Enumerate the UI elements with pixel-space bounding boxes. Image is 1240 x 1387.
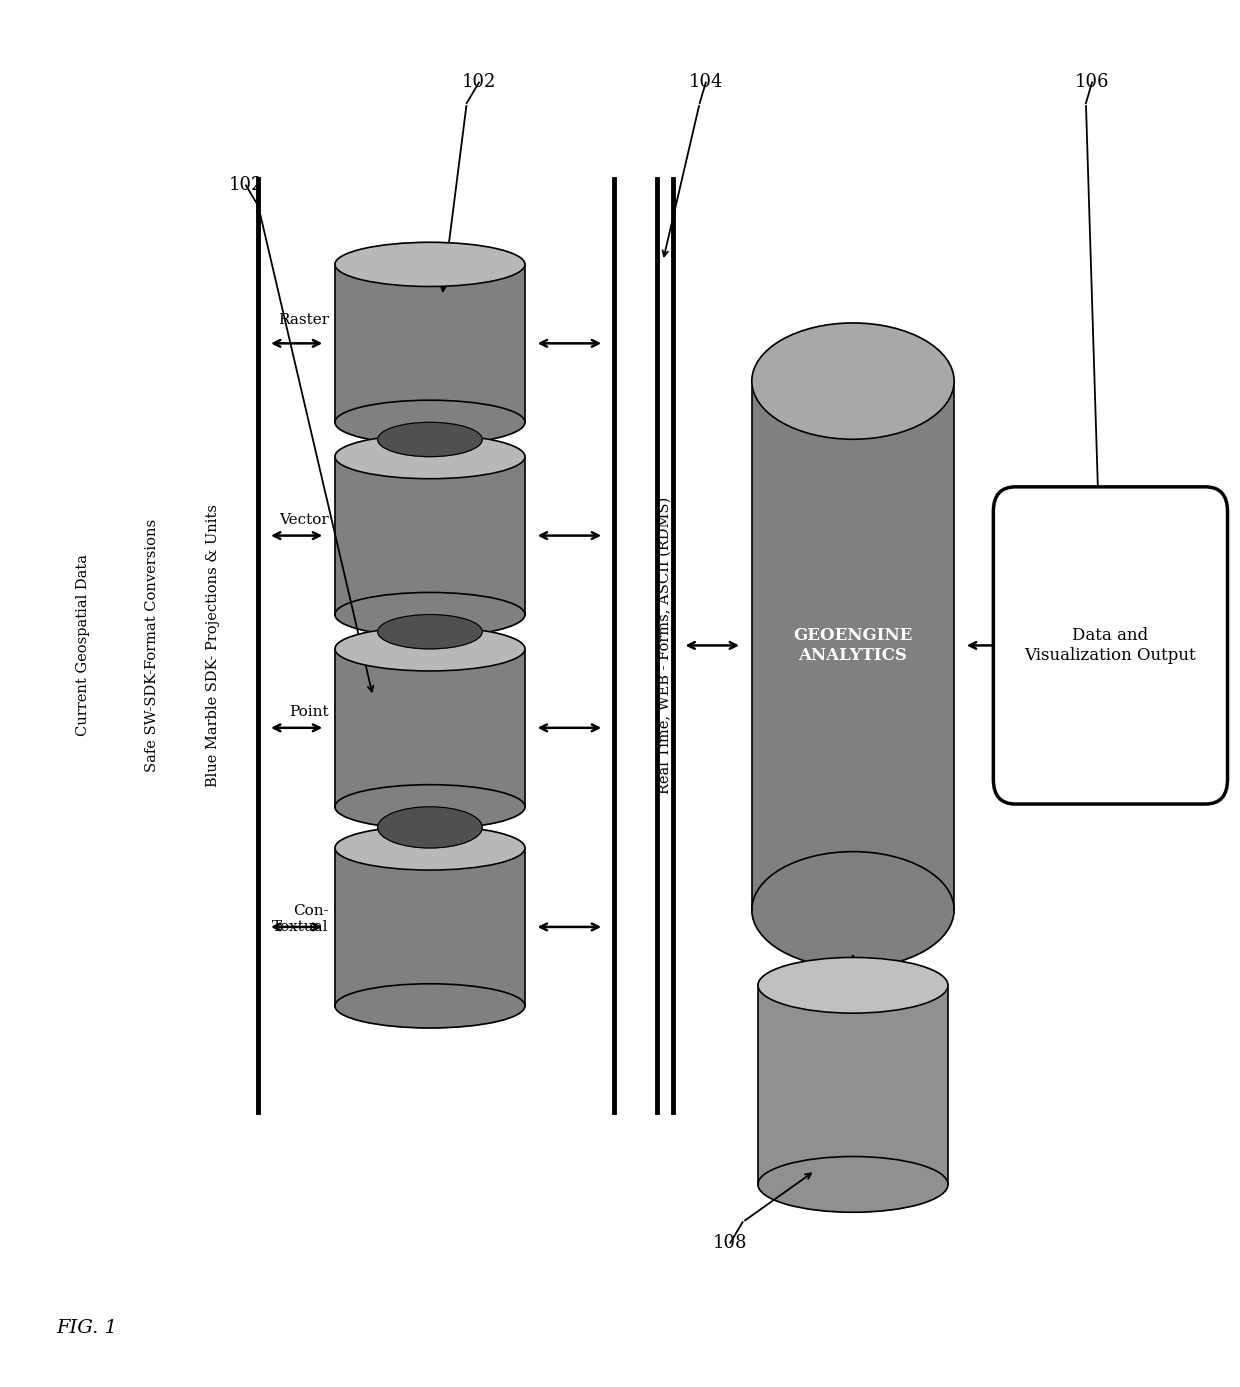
Text: 108: 108 (713, 1234, 748, 1251)
Ellipse shape (751, 852, 954, 968)
Ellipse shape (378, 807, 482, 847)
Text: 104: 104 (688, 74, 723, 92)
Text: 106: 106 (1075, 74, 1110, 92)
Ellipse shape (758, 1157, 949, 1212)
Text: GEOENGINE
ANALYTICS: GEOENGINE ANALYTICS (794, 627, 913, 664)
Text: Blue Marble SDK- Projections & Units: Blue Marble SDK- Projections & Units (206, 503, 219, 786)
Ellipse shape (378, 422, 482, 456)
Ellipse shape (335, 785, 525, 829)
Text: Safe SW-SDK-Format Conversions: Safe SW-SDK-Format Conversions (145, 519, 159, 773)
Ellipse shape (335, 434, 525, 479)
Bar (335, 456, 525, 614)
Text: Con-
Textual: Con- Textual (273, 904, 329, 933)
Text: Point: Point (289, 705, 329, 718)
Ellipse shape (335, 627, 525, 671)
Text: Real Time, WEB - Forms, ASCII (RDMS): Real Time, WEB - Forms, ASCII (RDMS) (657, 497, 672, 795)
Text: FIG. 1: FIG. 1 (56, 1319, 117, 1337)
Ellipse shape (378, 614, 482, 649)
Ellipse shape (751, 323, 954, 440)
Text: Vector: Vector (279, 513, 329, 527)
Ellipse shape (335, 401, 525, 444)
Ellipse shape (335, 592, 525, 637)
Bar (335, 649, 525, 807)
Ellipse shape (335, 243, 525, 287)
Bar (751, 381, 954, 910)
Text: Raster: Raster (278, 312, 329, 327)
Text: 102: 102 (229, 176, 263, 194)
FancyBboxPatch shape (993, 487, 1228, 804)
Bar (758, 985, 949, 1184)
Ellipse shape (335, 825, 525, 870)
Bar (335, 265, 525, 422)
Text: Current Geospatial Data: Current Geospatial Data (76, 555, 91, 736)
Ellipse shape (758, 957, 949, 1013)
Ellipse shape (335, 983, 525, 1028)
Bar (335, 847, 525, 1006)
Text: 102: 102 (461, 74, 496, 92)
Text: Data and
Visualization Output: Data and Visualization Output (1024, 627, 1197, 664)
